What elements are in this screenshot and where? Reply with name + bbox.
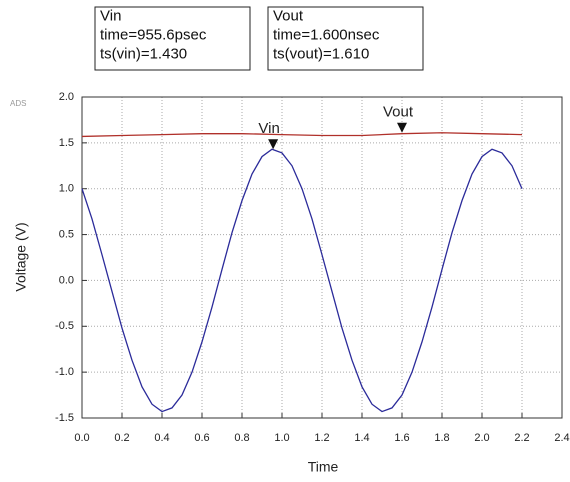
x-axis-label: Time	[308, 459, 339, 475]
marker-value: ts(vout)=1.610	[273, 45, 369, 62]
x-tick-label: 1.2	[314, 432, 329, 444]
x-tick-label: 0.0	[74, 432, 89, 444]
y-tick-label: -1.0	[55, 366, 74, 378]
x-tick-label: 0.6	[194, 432, 209, 444]
marker-triangle	[397, 122, 407, 133]
marker-time: time=955.6psec	[100, 26, 207, 43]
watermark: ADS	[10, 99, 26, 108]
marker-box: Vout time=1.600nsec ts(vout)=1.610	[267, 6, 424, 71]
marker-name: Vin	[100, 7, 121, 24]
y-tick-label: 0.0	[59, 274, 74, 286]
y-tick-label: -0.5	[55, 320, 74, 332]
series-line	[81, 132, 523, 138]
plot-frame	[81, 96, 563, 419]
marker-box-frame	[267, 6, 424, 71]
marker-label: Vin	[258, 120, 279, 137]
y-axis-label: Voltage (V)	[13, 222, 29, 291]
x-tick-label: 2.4	[554, 432, 569, 444]
x-tick-label: 1.0	[274, 432, 289, 444]
x-tick-label: 2.2	[514, 432, 529, 444]
x-tick-label: 1.8	[434, 432, 449, 444]
marker-value: ts(vin)=1.430	[100, 45, 187, 62]
series-line	[81, 148, 523, 413]
x-tick-label: 0.4	[154, 432, 169, 444]
x-tick-label: 1.4	[354, 432, 369, 444]
marker-name: Vout	[273, 7, 304, 24]
x-tick-label: 0.2	[114, 432, 129, 444]
marker-triangle	[268, 139, 279, 150]
y-tick-label: 1.5	[59, 137, 74, 149]
y-tick-label: 1.0	[59, 183, 74, 195]
y-tick-label: -1.5	[55, 412, 74, 424]
marker-box-frame	[94, 6, 251, 71]
x-tick-label: 0.8	[234, 432, 249, 444]
x-tick-label: 2.0	[474, 432, 489, 444]
y-tick-label: 2.0	[59, 91, 74, 103]
marker-time: time=1.600nsec	[273, 26, 380, 43]
x-tick-label: 1.6	[394, 432, 409, 444]
marker-box: Vin time=955.6psec ts(vin)=1.430	[94, 6, 251, 71]
marker-label: Vout	[383, 104, 414, 121]
y-tick-label: 0.5	[59, 228, 74, 240]
